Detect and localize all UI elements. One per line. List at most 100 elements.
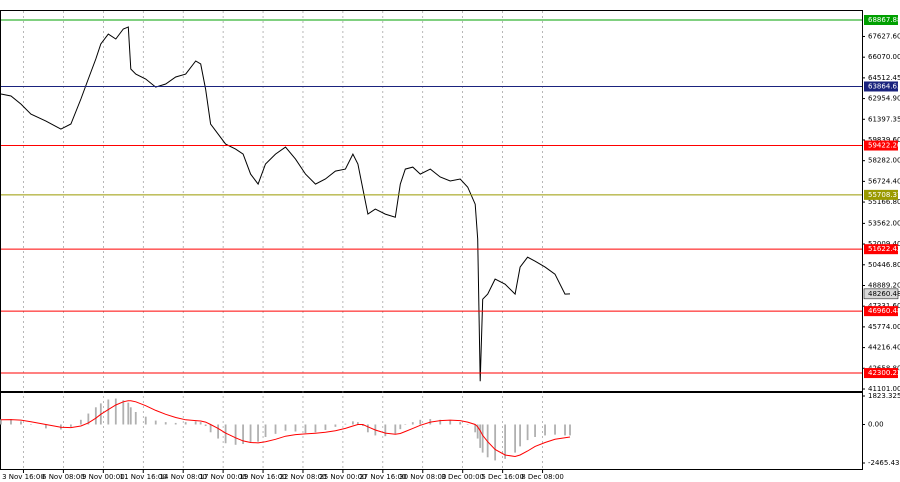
x-tick-label: 30 Nov 08:00 [399,473,446,481]
level-box [864,140,898,151]
level-label: 59422.20 [868,142,900,150]
macd-bar [194,421,197,425]
macd-frame [0,392,863,470]
level-label: 42300.22 [868,369,900,377]
macd-bar [504,424,507,459]
macd-bar [224,424,227,444]
macd-bar [419,419,422,425]
x-tick-label: 11 Nov 16:00 [120,473,167,481]
macd-bar [459,422,462,425]
y-tick-label: 59839.60 [868,136,900,144]
macd-bar [519,424,521,447]
x-tick-label: 19 Nov 16:00 [239,473,286,481]
macd-bar [199,422,202,425]
level-box [864,14,898,25]
last-price-box [863,288,899,300]
macd-bar [114,398,117,425]
macd-bar [0,419,2,425]
y-tick-label: 52009.40 [868,240,900,248]
macd-bar [184,422,187,425]
macd-bar [122,400,125,425]
macd-bar [466,424,469,425]
y-tick-label: 62954.90 [868,95,900,103]
macd-bar [284,424,287,431]
macd-bar [107,399,110,425]
macd-bar [242,424,244,445]
macd-bar [526,424,529,441]
macd-bar [304,424,307,434]
macd-bar [87,413,90,425]
macd-bar [449,420,452,425]
macd-bar [344,423,347,425]
x-tick-label: 14 Nov 08:00 [160,473,207,481]
y-tick-label: 53562.00 [868,219,900,227]
y-tick-label: 67627.60 [868,32,900,40]
level-box [864,81,898,92]
y-tick-label: 55166.80 [868,198,900,206]
level-label: 46960.48 [868,307,900,315]
macd-bar [494,424,497,461]
y-tick-label: 58282.00 [868,157,900,165]
level-label: 68867.88 [868,16,900,24]
macd-bar [314,424,317,433]
macd-bar [10,419,12,425]
x-tick-label: 6 Nov 08:00 [42,473,85,481]
macd-bar [544,424,546,436]
y-tick-label: 66070.00 [868,53,900,61]
y-tick-label: 44216.40 [868,344,900,352]
macd-bar [294,424,297,432]
macd-bar [351,421,354,425]
macd-bar [334,424,337,427]
macd-bar [356,422,359,425]
level-label: 63864.63 [868,82,900,90]
level-label: 55708.37 [868,191,900,199]
macd-bar [204,424,207,427]
y-tick-label: 0.00 [868,420,884,428]
macd-bar [79,419,82,425]
macd-bar [144,416,147,425]
macd-bar [366,424,369,433]
y-tick-label: 41101.00 [868,385,900,393]
macd-bar [514,424,517,453]
macd-bar [439,419,442,425]
level-label: 51622.42 [868,245,900,253]
level-box [864,306,898,317]
level-box [864,244,898,255]
macd-bar [479,424,482,448]
macd-bar [249,424,252,443]
macd-bar [94,407,97,425]
macd-bar [361,424,364,427]
y-tick-label: 64512.45 [868,74,900,82]
macd-bar [164,422,167,425]
price-line [0,26,571,382]
macd-bar [127,402,130,425]
macd-bar [217,424,220,439]
y-tick-label: -2465.431 [868,459,900,467]
x-tick-label: 3 Nov 16:00 [2,473,45,481]
macd-bar [154,420,157,425]
macd-bar [569,424,571,436]
macd-bar [384,424,387,437]
macd-bar [324,424,327,430]
x-tick-label: 17 Nov 00:00 [200,473,247,481]
price-frame [0,10,863,392]
level-box [864,368,898,379]
x-tick-label: 27 Nov 16:00 [359,473,406,481]
last-price-label: 48260.48 [868,290,900,298]
macd-bar [134,411,137,425]
macd-bar [174,422,177,425]
macd-bar [69,424,72,427]
macd-bar [534,424,536,437]
x-tick-label: 5 Dec 16:00 [481,473,524,481]
x-tick-label: 25 Nov 00:00 [319,473,366,481]
macd-bar [411,422,414,425]
y-tick-label: 1823.325 [868,392,900,400]
macd-bar [209,424,212,433]
x-tick-label: 9 Nov 00:00 [82,473,125,481]
macd-bar [264,424,267,437]
macd-bar [474,424,477,433]
macd-bar [129,407,132,425]
macd-bar [399,424,402,430]
